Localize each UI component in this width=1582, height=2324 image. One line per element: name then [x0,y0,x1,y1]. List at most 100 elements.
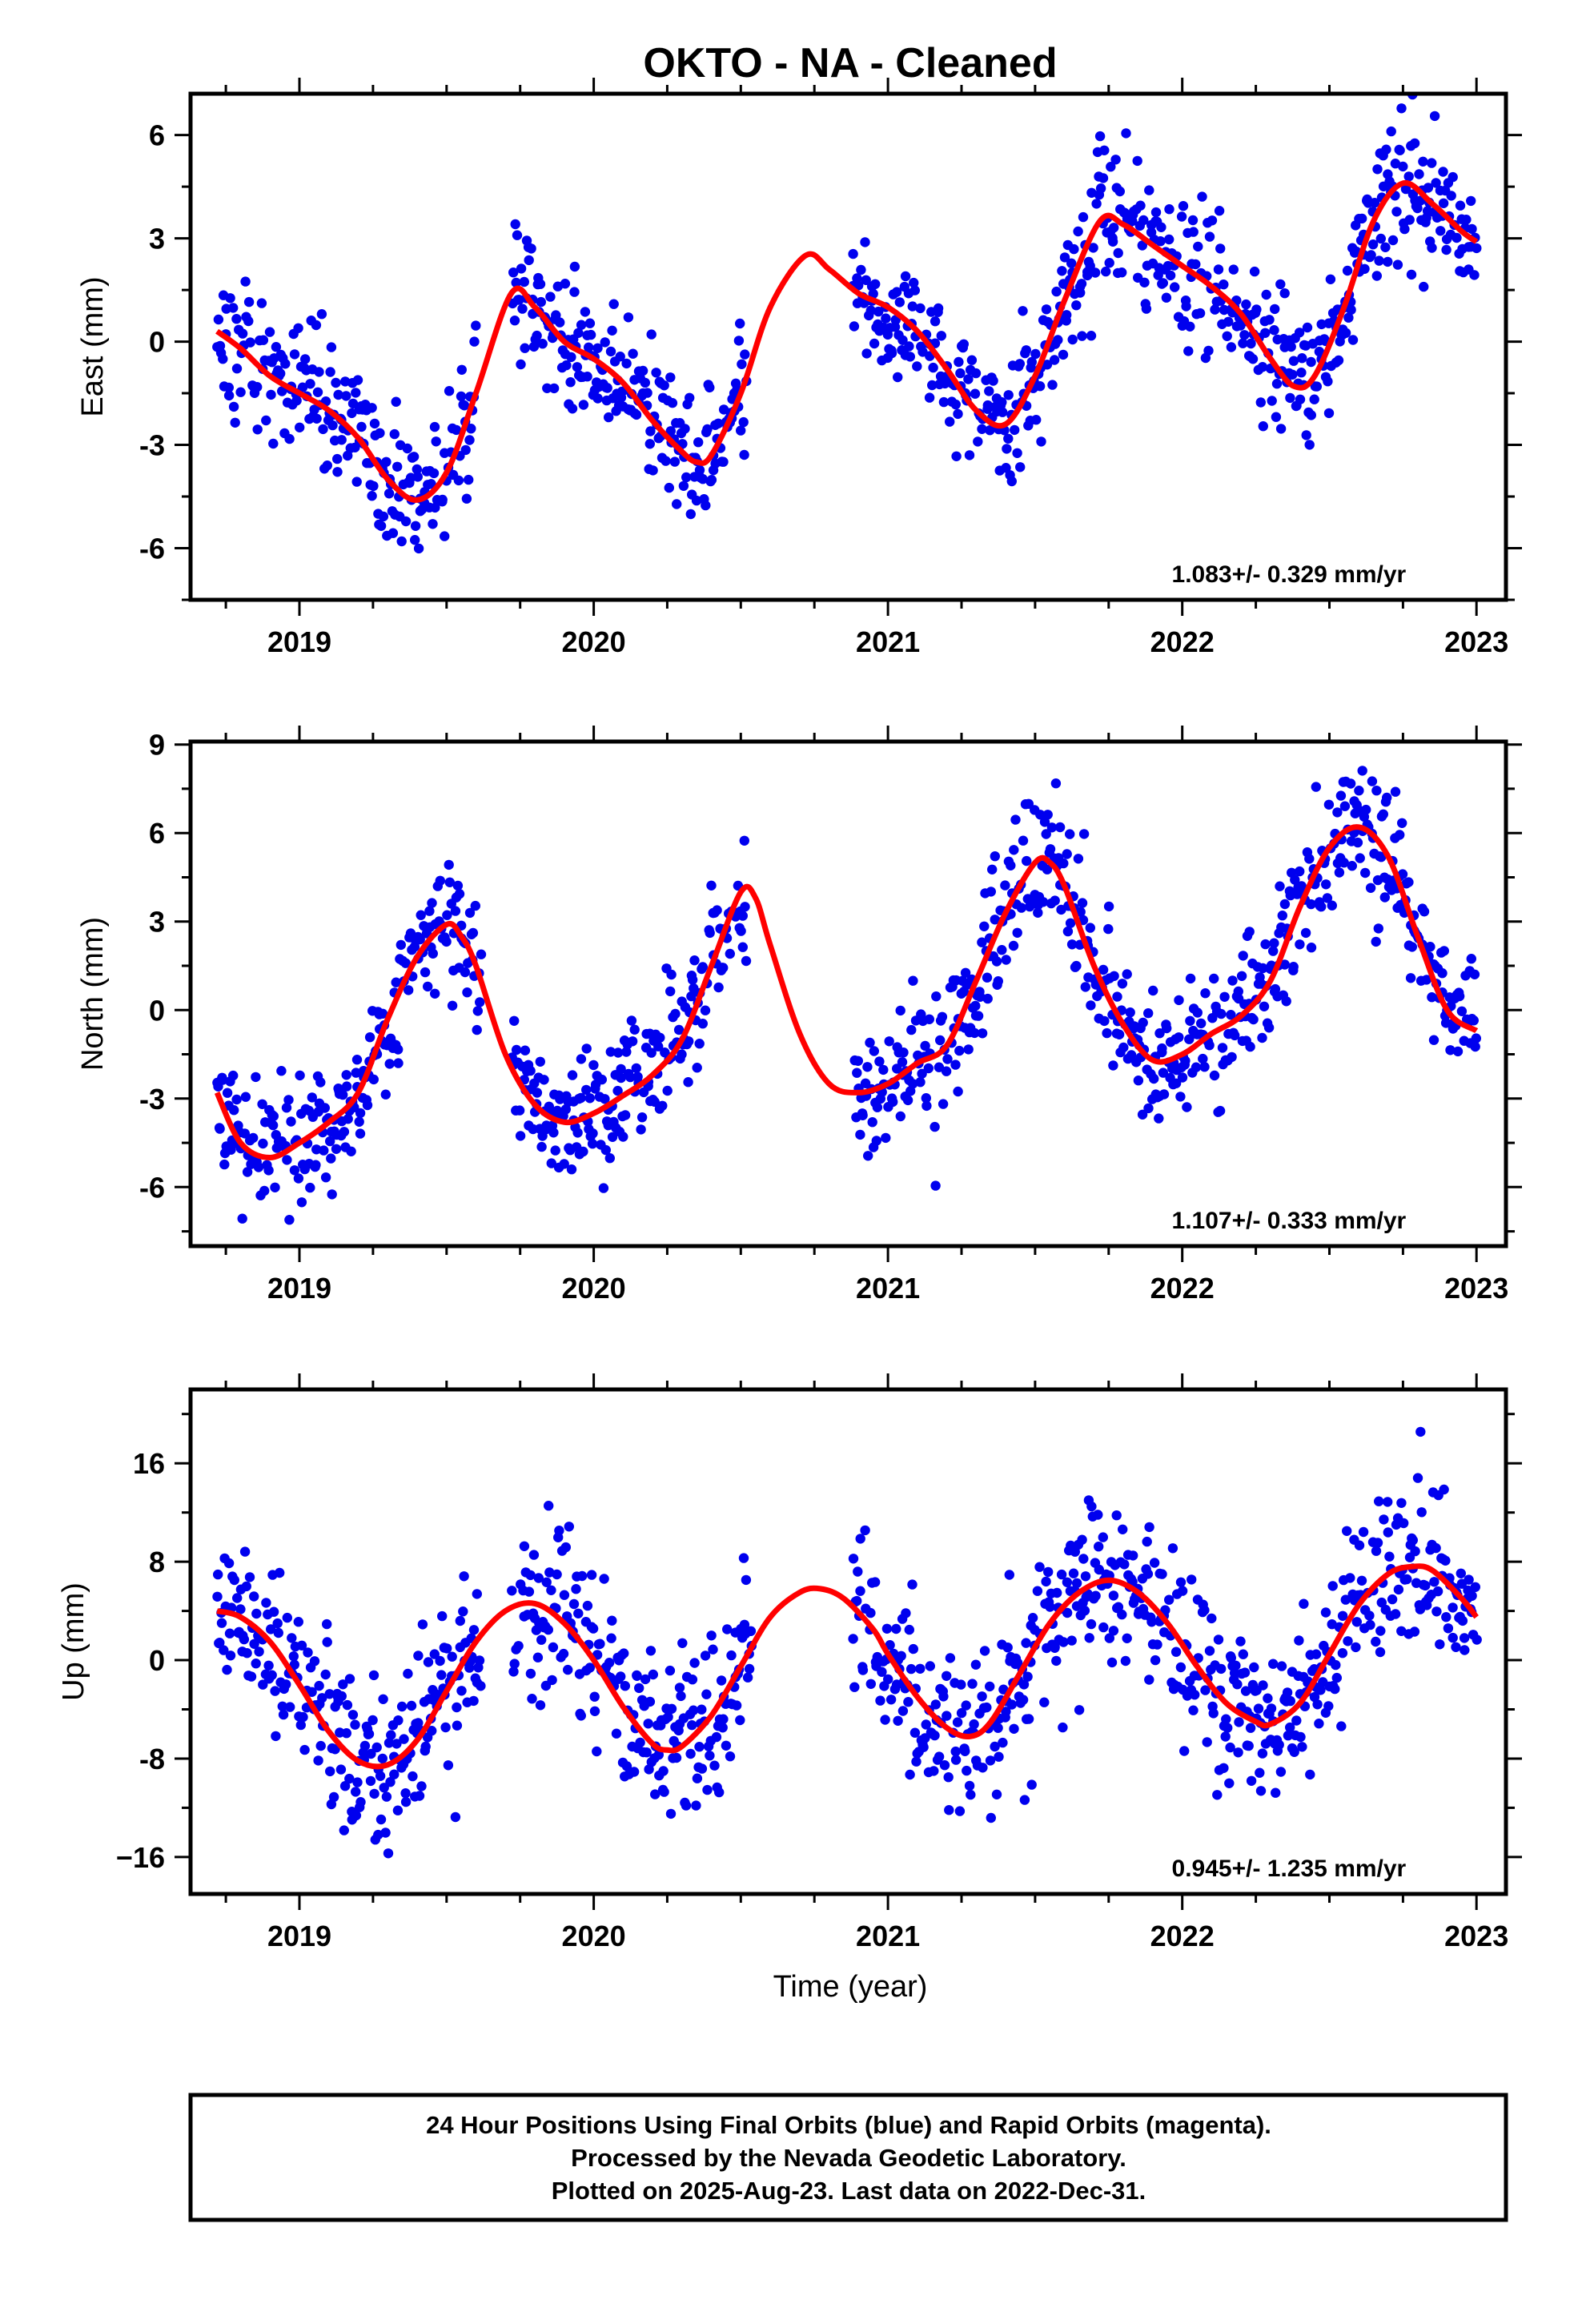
data-point [264,327,275,337]
data-point [934,1751,945,1762]
data-point [311,1160,321,1170]
data-point [1241,299,1251,310]
data-point [1447,1602,1458,1613]
data-point [1042,360,1053,370]
data-point [380,1089,391,1100]
data-point [272,1618,283,1629]
data-point [945,1653,956,1663]
data-point [354,1116,364,1128]
data-point [903,1697,913,1707]
data-point [1170,282,1180,292]
data-point [1073,854,1084,864]
data-point [1158,1089,1170,1100]
up-points [212,1426,1482,1859]
data-point [1454,991,1465,1002]
data-point [391,1739,402,1749]
data-point [475,997,485,1007]
data-point [982,972,993,983]
data-point [1395,145,1405,155]
data-point [1079,1606,1090,1616]
data-point [1144,1522,1154,1533]
data-point [1429,111,1440,122]
data-point [857,1665,869,1675]
data-point [1216,1663,1227,1675]
data-point [1062,310,1072,320]
data-point [462,987,472,998]
data-point [1195,308,1206,319]
data-point [1177,1072,1188,1083]
data-point [1141,304,1152,314]
data-point [414,1791,425,1801]
data-point [1187,215,1199,226]
x-tick-label: 2023 [1444,1272,1508,1305]
x-tick-label: 2022 [1150,625,1215,658]
data-point [242,1167,253,1177]
data-point [1323,1701,1334,1711]
data-point [1069,243,1079,255]
data-point [311,413,322,424]
data-point [741,1574,752,1586]
data-point [687,975,698,985]
data-point [273,1627,283,1638]
data-point [400,516,412,527]
data-point [744,1663,755,1675]
data-point [925,1661,936,1671]
data-point [629,1024,640,1035]
data-point [1174,1032,1184,1043]
data-point [745,1626,757,1637]
data-point [1233,986,1244,997]
data-point [555,317,565,328]
data-point [693,437,704,448]
data-point [341,1070,351,1080]
data-point [1185,1015,1195,1027]
data-point [1367,776,1378,786]
data-point [338,1679,348,1690]
data-point [705,927,715,939]
data-point [1217,1043,1228,1053]
data-point [1239,1667,1251,1678]
data-point [738,1553,749,1563]
data-point [1154,1028,1165,1039]
data-point [1405,973,1416,983]
data-point [367,403,377,413]
data-point [1219,279,1229,290]
data-point [635,1737,645,1748]
data-point [1071,1578,1082,1589]
data-point [1276,1661,1287,1671]
data-point [632,1671,642,1681]
data-point [604,1658,615,1668]
data-point [1006,476,1018,487]
data-point [1347,335,1359,345]
data-point [576,1092,586,1104]
data-point [1275,881,1285,891]
data-point [1347,861,1358,871]
data-point [620,1681,630,1691]
data-point [986,1812,997,1823]
data-point [902,1095,913,1106]
data-point [944,1805,954,1815]
data-point [1455,200,1466,211]
data-point [219,1645,229,1655]
data-point [891,1623,901,1634]
data-point [347,408,357,419]
x-tick-label: 2019 [267,1272,331,1305]
data-point [1315,1685,1326,1695]
data-point [412,472,423,482]
data-point [602,383,612,393]
data-point [1065,829,1075,839]
data-point [950,1746,961,1757]
data-point [942,1671,952,1681]
data-point [708,1644,718,1655]
footer-line-2: Processed by the Nevada Geodetic Laborat… [571,2144,1126,2172]
data-point [587,1139,598,1149]
x-tick-label: 2022 [1150,1272,1215,1305]
data-point [1285,1695,1296,1707]
data-point [1099,145,1110,155]
data-point [1425,942,1435,952]
data-point [873,306,884,317]
data-point [1108,1060,1118,1071]
data-point [954,356,964,368]
data-point [986,887,997,897]
data-point [319,1145,329,1156]
